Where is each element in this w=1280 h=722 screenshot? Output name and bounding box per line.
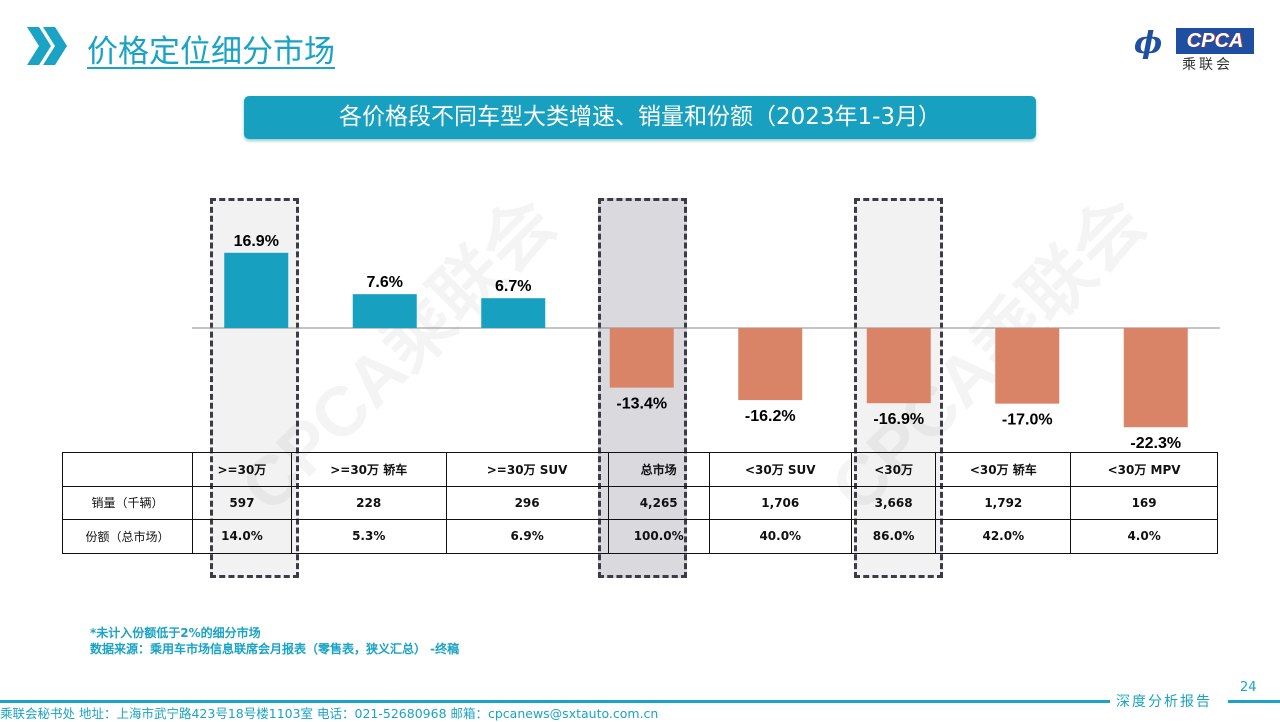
table-cell: 169 xyxy=(1070,485,1218,520)
data-label-3: -13.4% xyxy=(616,396,667,413)
column-header: >=30万 轿车 xyxy=(290,452,447,487)
table-cell: 6.9% xyxy=(445,519,609,554)
logo-mark-icon: ϕ xyxy=(1134,26,1163,61)
table-cell: 296 xyxy=(445,485,609,520)
logo-cn: 乘联会 xyxy=(1182,57,1233,73)
table-row-share: 份额（总市场） 14.0% 5.3% 6.9% 100.0% 40.0% 86.0% 42.0… xyxy=(62,519,1218,554)
double-chevron-icon xyxy=(27,27,67,65)
column-header: 总市场 xyxy=(607,452,710,487)
column-header: >=30万 xyxy=(192,452,292,487)
table-cell: 5.3% xyxy=(290,519,447,554)
column-header: <30万 轿车 xyxy=(935,452,1072,487)
table-cell: 100.0% xyxy=(607,519,710,554)
bar-5 xyxy=(866,328,931,404)
table-cell: 42.0% xyxy=(935,519,1072,554)
bar-2 xyxy=(481,298,546,328)
table-cell: 4.0% xyxy=(1070,519,1218,554)
data-label-4: -16.2% xyxy=(745,408,796,425)
bar-3 xyxy=(609,328,674,388)
chart-title-banner: 各价格段不同车型大类增速、销量和份额（2023年1-3月） xyxy=(244,96,1036,139)
footnote: *未计入份额低于2%的细分市场 xyxy=(90,626,261,640)
page-number: 24 xyxy=(1240,680,1257,695)
table-cell: 1,792 xyxy=(935,485,1072,520)
column-header: <30万 xyxy=(850,452,937,487)
table-cell: 40.0% xyxy=(708,519,852,554)
footer-address: 乘联会秘书处 地址：上海市武宁路423号18号楼1103室 电话：021-526… xyxy=(0,706,659,721)
row-label: 份额（总市场） xyxy=(62,519,193,554)
table-cell: 1,706 xyxy=(708,485,852,520)
data-label-5: -16.9% xyxy=(873,411,924,428)
bar-0 xyxy=(224,252,289,328)
cpca-logo: ϕ CPCA 乘联会 xyxy=(1134,24,1259,74)
data-label-1: 7.6% xyxy=(367,274,403,291)
page-title: 价格定位细分市场 xyxy=(87,34,335,70)
footer-report-label: 深度分析报告 xyxy=(1116,694,1212,710)
table-cell: 597 xyxy=(192,485,292,520)
table-cell: 86.0% xyxy=(850,519,937,554)
table-row-sales: 销量（千辆） 597 228 296 4,265 1,706 3,668 1,792 169 xyxy=(62,485,1218,520)
bar-7 xyxy=(1123,328,1188,428)
footer-divider xyxy=(1228,700,1280,703)
data-label-2: 6.7% xyxy=(495,278,531,295)
column-header: >=30万 SUV xyxy=(445,452,609,487)
logo-text: CPCA xyxy=(1176,28,1254,54)
data-table: >=30万 >=30万 轿车 >=30万 SUV 总市场 <30万 SUV <30万 <30… xyxy=(62,452,1218,554)
data-label-0: 16.9% xyxy=(234,233,279,250)
data-label-6: -17.0% xyxy=(1002,412,1053,429)
table-cell: 4,265 xyxy=(607,485,710,520)
table-header-row: >=30万 >=30万 轿车 >=30万 SUV 总市场 <30万 SUV <30万 <30… xyxy=(62,452,1218,487)
row-label: 销量（千辆） xyxy=(62,485,193,520)
column-header xyxy=(62,452,193,487)
bar-6 xyxy=(995,328,1060,404)
footer-divider xyxy=(0,700,1110,703)
table-cell: 3,668 xyxy=(850,485,937,520)
bar-1 xyxy=(352,294,417,328)
data-source: 数据来源：乘用车市场信息联席会月报表（零售表，狭义汇总） -终稿 xyxy=(90,642,460,656)
table-cell: 228 xyxy=(290,485,447,520)
bar-4 xyxy=(738,328,803,401)
column-header: <30万 MPV xyxy=(1070,452,1218,487)
column-header: <30万 SUV xyxy=(708,452,852,487)
table-cell: 14.0% xyxy=(192,519,292,554)
data-label-7: -22.3% xyxy=(1130,435,1181,452)
